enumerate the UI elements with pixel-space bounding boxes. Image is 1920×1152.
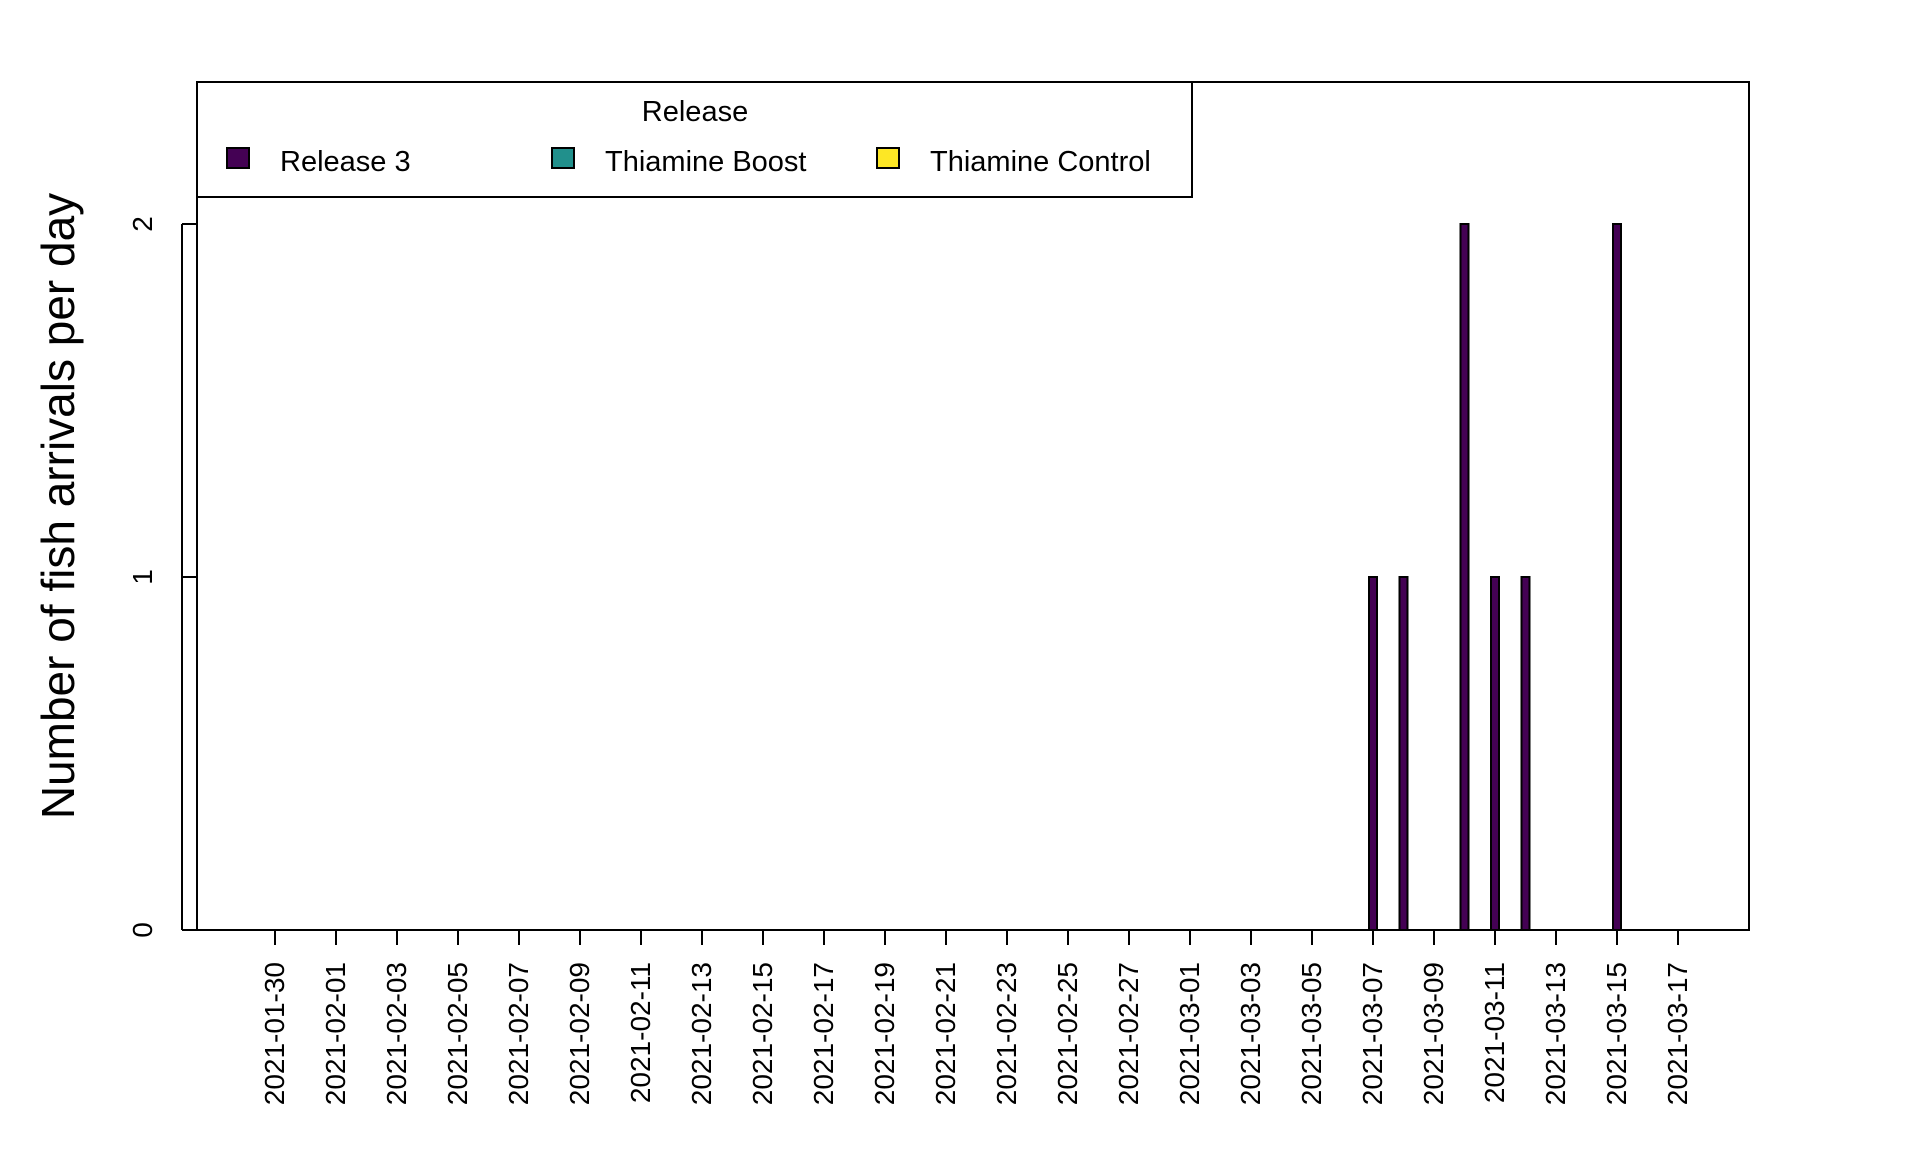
x-tick-label: 2021-02-13 [686,962,717,1105]
x-tick-label: 2021-03-11 [1479,962,1510,1103]
bars-layer [1368,223,1622,931]
x-tick-label: 2021-02-03 [381,962,412,1105]
legend-swatch [226,147,250,169]
x-tick-label: 2021-03-15 [1601,962,1632,1105]
x-tick-label: 2021-01-30 [259,962,290,1105]
legend-title: Release [642,96,748,128]
x-tick-label: 2021-03-13 [1540,962,1571,1105]
x-tick-label: 2021-03-17 [1662,962,1693,1105]
x-tick-label: 2021-03-07 [1357,962,1388,1105]
legend: Release Release 3 Thiamine Boost Thiamine … [196,81,1193,198]
y-axis: 0 1 2 [127,216,197,938]
x-tick-label: 2021-02-05 [442,962,473,1105]
x-tick-label: 2021-03-01 [1174,962,1205,1105]
x-tick-label: 2021-02-25 [1052,962,1083,1105]
x-tick-label: 2021-02-17 [808,962,839,1105]
legend-label: Thiamine Control [930,146,1151,178]
plot-frame [196,81,1750,931]
x-tick-label: 2021-03-09 [1418,962,1449,1105]
bar [1490,576,1500,931]
x-tick-label: 2021-02-09 [564,962,595,1105]
bar [1520,576,1531,931]
x-tick-label: 2021-03-03 [1235,962,1266,1105]
x-tick-label: 2021-02-01 [320,962,351,1105]
x-tick-label: 2021-02-11 [625,962,656,1103]
x-tick-label: 2021-02-27 [1113,962,1144,1105]
x-tick-label: 2021-02-19 [869,962,900,1105]
y-axis-label: Number of fish arrivals per day [32,193,84,819]
x-tick-label: 2021-02-07 [503,962,534,1105]
legend-label: Thiamine Boost [605,146,807,178]
legend-swatch [551,147,575,169]
x-tick-label: 2021-02-15 [747,962,778,1105]
legend-label: Release 3 [280,146,411,178]
bar [1398,576,1409,931]
legend-swatch [876,147,900,169]
x-tick-label: 2021-02-21 [930,962,961,1105]
x-axis: 2021-01-30 2021-02-01 2021-02-03 2021-02-05… [259,929,1693,1105]
y-tick-label: 0 [127,922,158,938]
legend-items: Release 3 Thiamine Boost Thiamine Control [226,146,1151,178]
bar [1612,223,1622,931]
x-tick-label: 2021-03-05 [1296,962,1327,1105]
y-tick-label: 2 [127,216,158,232]
bar [1368,576,1378,931]
x-tick-label: 2021-02-23 [991,962,1022,1105]
legend-box [196,81,1193,198]
bar [1459,223,1470,931]
y-tick-label: 1 [127,569,158,585]
